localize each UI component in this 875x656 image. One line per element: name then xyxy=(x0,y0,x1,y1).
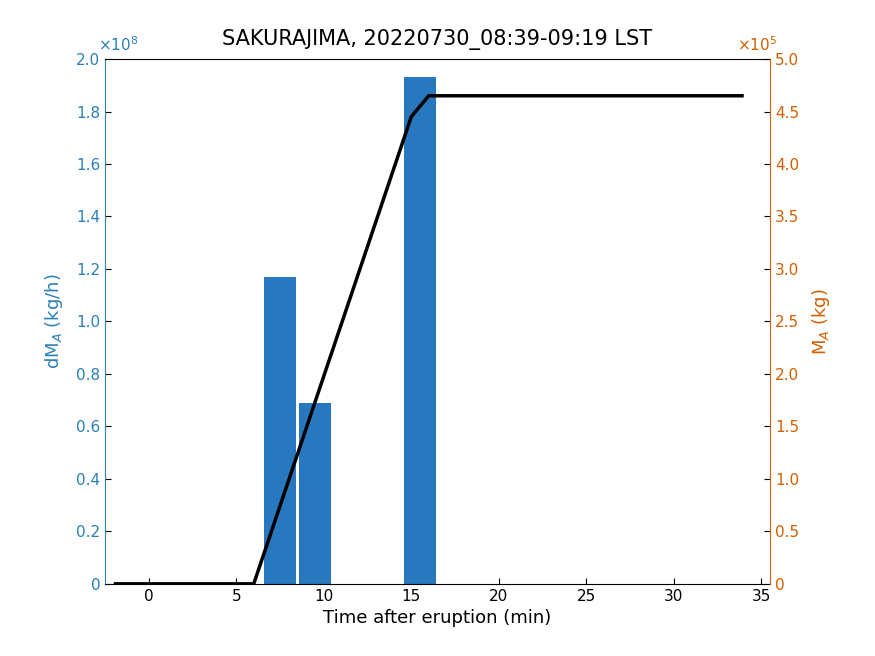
Bar xyxy=(299,403,331,584)
Text: $\times 10^5$: $\times 10^5$ xyxy=(737,35,777,54)
Bar xyxy=(404,77,436,584)
X-axis label: Time after eruption (min): Time after eruption (min) xyxy=(324,609,551,627)
Y-axis label: dM$_A$ (kg/h): dM$_A$ (kg/h) xyxy=(43,274,65,369)
Title: SAKURAJIMA, 20220730_08:39-09:19 LST: SAKURAJIMA, 20220730_08:39-09:19 LST xyxy=(222,29,653,50)
Y-axis label: M$_A$ (kg): M$_A$ (kg) xyxy=(810,288,832,355)
Text: $\times 10^8$: $\times 10^8$ xyxy=(98,35,139,54)
Bar xyxy=(264,277,296,584)
